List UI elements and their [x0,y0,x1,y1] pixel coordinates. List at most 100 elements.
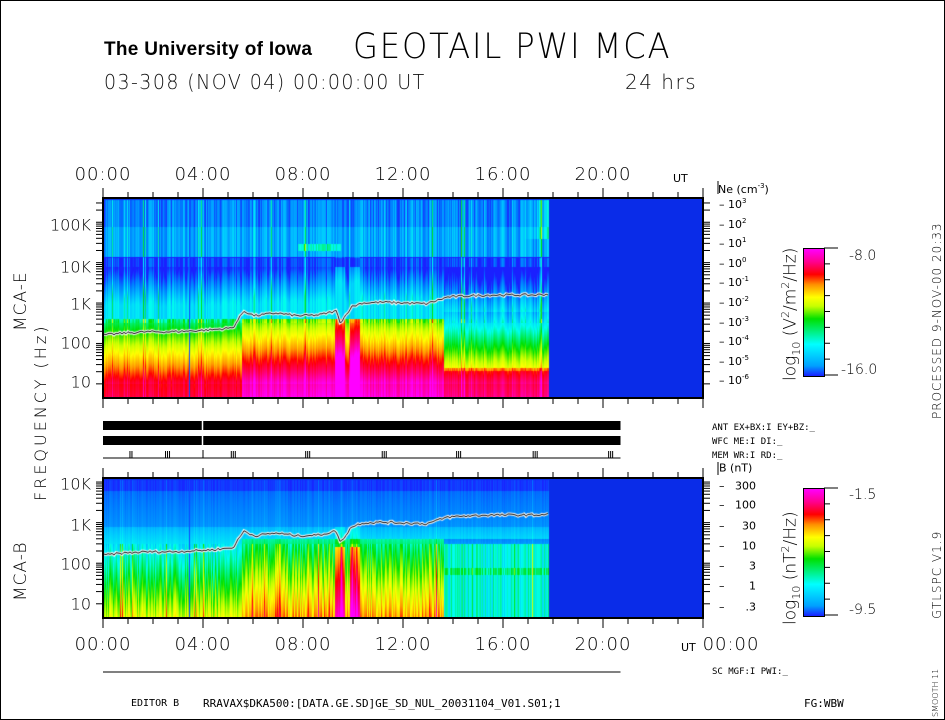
ne-tick-exp: -5 [742,353,749,362]
ne-tick-exp: -3 [742,314,749,323]
b-tick-label: – .3 [719,600,757,614]
b-tick-value: 100 [735,498,756,512]
b-axis-title: B (nT) [719,461,753,475]
b-tick-label: – 100 [719,498,756,512]
ne-tick-label: – 10-2 [719,295,749,309]
ne-tick-label: – 10-6 [719,373,749,388]
ne-tick-exp: 0 [742,255,747,264]
ant-status-bar [103,421,621,430]
ne-tick-base: 10 [728,217,742,231]
ne-tick-label: – 10-4 [719,334,749,349]
version-label: GTLSPC V1.9 [930,530,944,619]
mca-b-colorbar-title: log10 (nT2/Hz) [779,511,803,625]
mca-e-frequency-tick-label: 100K [49,215,91,235]
b-tick-label: – 10 [719,539,756,553]
file-path: RRAVAX$DKA500:[DATA.GE.SD]GE_SD_NUL_2003… [203,697,561,710]
ne-tick-base: 10 [728,197,742,211]
ne-tick-base: 10 [728,374,742,388]
ne-title-text: Ne (cm [718,182,758,196]
ne-tick-base: 10 [728,276,742,290]
b-cb-end: /Hz) [780,511,801,546]
b-tick-label: – 3 [719,559,756,573]
mca-e-frequency-tick-label: 10K [60,257,91,277]
smooth-label: SMOOTH 11 [931,668,940,717]
b-tick-value: .3 [745,600,757,614]
ne-tick-base: 10 [728,237,742,251]
ne-tick-exp: 1 [742,236,747,245]
bottom-time-tick-label: 00:00 [74,634,132,655]
ne-tick-exp: 3 [742,197,747,206]
ne-tick-base: 10 [728,335,742,349]
mca-b-colorbar-max: -1.5 [849,487,877,503]
e-cb-unit: (V [780,318,801,342]
top-time-tick-label: 00:00 [74,164,132,185]
mca-b-frame [102,477,704,619]
ne-tick-base: 10 [728,315,742,329]
ne-tick-base: 10 [728,295,742,309]
top-ut-label: UT [673,172,688,185]
institution-label: The University of Iowa [104,39,313,60]
mca-b-frequency-tick-label: 1K [70,515,91,535]
bottom-time-tick-label: 12:00 [374,634,432,655]
b-tick-value: 300 [735,479,756,493]
top-time-tick-label: 08:00 [274,164,332,185]
ne-tick-exp: -2 [742,295,749,304]
top-time-tick-label: 12:00 [374,164,432,185]
ne-tick-exp: -6 [742,373,749,382]
top-time-tick-label: 16:00 [474,164,532,185]
ne-axis-title: Ne (cm-3) [718,182,769,196]
top-time-tick-label: 04:00 [174,164,232,185]
b-tick-label: – 30 [719,519,756,533]
mca-b-frequency-tick-label: 10 [70,594,91,614]
sc-status: SC MGF:I PWI:_ [712,667,788,677]
ne-tick-base: 10 [728,354,742,368]
duration-label: 24 hrs [625,70,698,94]
mca-e-colorbar-max: -8.0 [849,248,877,264]
top-time-tick-label: 20:00 [574,164,632,185]
ne-tick-label: – 10-3 [719,314,749,329]
e-cb-sub: 10 [790,341,804,356]
e-cb-end: /Hz) [780,247,801,282]
b-tick-label: – 300 [719,479,756,493]
bottom-time-tick-label: 00:00 [702,634,760,655]
bottom-ut-label: UT [681,641,696,654]
mca-e-frequency-tick-label: 1K [70,294,91,314]
b-tick-value: 3 [749,559,756,573]
mca-b-frequency-tick-label: 10K [60,474,91,494]
e-cb-sup2: 2 [779,281,792,289]
mem-status: MEM WR:I RD:_ [712,451,783,461]
ne-tick-label: – 100 [719,255,747,270]
bottom-time-tick-label: 20:00 [574,634,632,655]
ne-title-sup: -3 [757,182,765,191]
mca-e-frequency-tick-label: 100 [60,333,91,353]
bottom-time-tick-label: 04:00 [174,634,232,655]
mca-b-frequency-tick-label: 100 [60,554,91,574]
b-cb-sup1: 2 [779,545,792,553]
date-line: 03-308 (NOV 04) 00:00:00 UT [104,70,426,94]
b-cb-unit: (nT [780,552,801,586]
ne-tick-label: – 101 [719,236,747,251]
ant-status: ANT EX+BX:I EY+BZ:_ [712,423,815,433]
b-tick-value: 10 [742,539,756,553]
frequency-axis-label: FREQUENCY (Hz) [31,323,50,501]
mca-e-colorbar [803,248,825,377]
ne-tick-label: – 10-1 [719,275,749,290]
mca-e-colorbar-title: log10 (V2/m2/Hz) [779,248,803,381]
e-cb-sup1: 2 [779,311,792,318]
plot-title: GEOTAIL PWI MCA [353,27,672,67]
b-cb-log: log [780,599,801,625]
bottom-time-tick-label: 08:00 [274,634,332,655]
ne-tick-base: 10 [728,256,742,270]
mca-b-spectrogram [104,479,620,617]
ne-tick-exp: 2 [742,216,747,225]
b-tick-label: – 1 [719,579,756,593]
mca-e-frequency-tick-label: 10 [70,372,91,392]
ne-tick-exp: -1 [742,275,749,284]
no-data-region [620,199,702,397]
bottom-time-tick-label: 16:00 [474,634,532,655]
mca-b-colorbar [803,488,825,617]
ne-tick-label: – 103 [719,197,747,211]
mca-e-colorbar-min: -16.0 [841,362,878,378]
